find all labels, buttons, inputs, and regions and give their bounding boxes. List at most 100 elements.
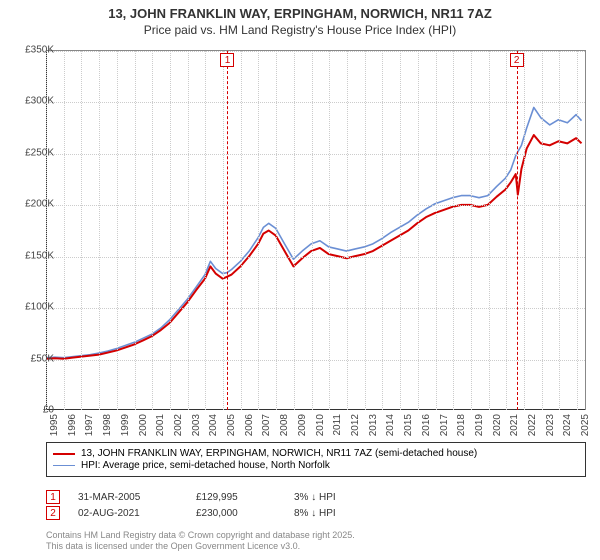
- grid-v: [418, 51, 419, 410]
- event-price: £129,995: [196, 492, 276, 503]
- grid-v: [64, 51, 65, 410]
- title-block: 13, JOHN FRANKLIN WAY, ERPINGHAM, NORWIC…: [0, 0, 600, 37]
- grid-v: [117, 51, 118, 410]
- legend-label: HPI: Average price, semi-detached house,…: [81, 460, 330, 471]
- footer-attribution: Contains HM Land Registry data © Crown c…: [46, 530, 586, 553]
- event-marker-badge: 2: [510, 53, 524, 67]
- grid-v: [188, 51, 189, 410]
- legend-label: 13, JOHN FRANKLIN WAY, ERPINGHAM, NORWIC…: [81, 448, 477, 459]
- x-tick-label: 2019: [474, 414, 485, 436]
- x-tick-label: 1996: [67, 414, 78, 436]
- grid-v: [542, 51, 543, 410]
- grid-h: [46, 102, 585, 103]
- grid-v: [382, 51, 383, 410]
- grid-v: [506, 51, 507, 410]
- x-tick-label: 2020: [492, 414, 503, 436]
- grid-v: [205, 51, 206, 410]
- grid-h: [46, 360, 585, 361]
- x-tick-label: 2018: [456, 414, 467, 436]
- y-tick-label: £200K: [25, 199, 54, 210]
- grid-v: [135, 51, 136, 410]
- footer-line2: This data is licensed under the Open Gov…: [46, 541, 586, 552]
- x-tick-label: 2015: [403, 414, 414, 436]
- x-tick-label: 2022: [527, 414, 538, 436]
- series-price_paid: [46, 135, 582, 359]
- y-tick-label: £50K: [31, 353, 54, 364]
- x-tick-label: 1997: [84, 414, 95, 436]
- grid-v: [559, 51, 560, 410]
- legend-swatch: [53, 453, 75, 455]
- grid-v: [489, 51, 490, 410]
- event-delta: 8% ↓ HPI: [294, 508, 336, 519]
- event-number-badge: 1: [46, 490, 60, 504]
- x-tick-label: 2007: [261, 414, 272, 436]
- y-tick-label: £300K: [25, 96, 54, 107]
- y-tick-label: £350K: [25, 45, 54, 56]
- grid-v: [170, 51, 171, 410]
- chart-container: 13, JOHN FRANKLIN WAY, ERPINGHAM, NORWIC…: [0, 0, 600, 560]
- grid-v: [524, 51, 525, 410]
- series-hpi: [46, 107, 582, 357]
- grid-v: [152, 51, 153, 410]
- event-number-badge: 2: [46, 506, 60, 520]
- grid-h: [46, 51, 585, 52]
- x-tick-label: 2002: [173, 414, 184, 436]
- grid-v: [329, 51, 330, 410]
- event-row: 1 31-MAR-2005 £129,995 3% ↓ HPI: [46, 490, 586, 504]
- x-tick-label: 2004: [208, 414, 219, 436]
- event-price: £230,000: [196, 508, 276, 519]
- x-tick-label: 2009: [297, 414, 308, 436]
- grid-v: [453, 51, 454, 410]
- event-row: 2 02-AUG-2021 £230,000 8% ↓ HPI: [46, 506, 586, 520]
- event-marker-line: [517, 51, 518, 410]
- x-tick-label: 2005: [226, 414, 237, 436]
- event-delta: 3% ↓ HPI: [294, 492, 336, 503]
- x-tick-label: 1995: [49, 414, 60, 436]
- x-tick-label: 2014: [385, 414, 396, 436]
- grid-h: [46, 154, 585, 155]
- grid-h: [46, 308, 585, 309]
- chart-lines: [46, 51, 585, 410]
- grid-v: [312, 51, 313, 410]
- chart-area: 12: [46, 50, 586, 410]
- x-tick-label: 2013: [368, 414, 379, 436]
- x-tick-label: 2008: [279, 414, 290, 436]
- x-tick-label: 2000: [138, 414, 149, 436]
- grid-h: [46, 205, 585, 206]
- y-tick-label: £100K: [25, 302, 54, 313]
- grid-v: [436, 51, 437, 410]
- grid-v: [99, 51, 100, 410]
- x-tick-label: 2016: [421, 414, 432, 436]
- grid-v: [241, 51, 242, 410]
- x-tick-label: 1998: [102, 414, 113, 436]
- footer-line1: Contains HM Land Registry data © Crown c…: [46, 530, 586, 541]
- grid-v: [294, 51, 295, 410]
- grid-v: [400, 51, 401, 410]
- x-tick-label: 2025: [580, 414, 591, 436]
- x-tick-label: 2012: [350, 414, 361, 436]
- title-address: 13, JOHN FRANKLIN WAY, ERPINGHAM, NORWIC…: [0, 6, 600, 21]
- grid-v: [223, 51, 224, 410]
- y-tick-label: £250K: [25, 147, 54, 158]
- title-subtitle: Price paid vs. HM Land Registry's House …: [0, 23, 600, 37]
- event-date: 31-MAR-2005: [78, 492, 178, 503]
- x-tick-label: 1999: [120, 414, 131, 436]
- grid-v: [365, 51, 366, 410]
- legend-row: 13, JOHN FRANKLIN WAY, ERPINGHAM, NORWIC…: [53, 448, 579, 459]
- x-tick-label: 2010: [315, 414, 326, 436]
- grid-v: [81, 51, 82, 410]
- grid-v: [276, 51, 277, 410]
- grid-v: [347, 51, 348, 410]
- event-marker-badge: 1: [220, 53, 234, 67]
- grid-h: [46, 257, 585, 258]
- x-tick-label: 2001: [155, 414, 166, 436]
- x-tick-label: 2024: [562, 414, 573, 436]
- legend-swatch: [53, 465, 75, 466]
- grid-v: [471, 51, 472, 410]
- event-date: 02-AUG-2021: [78, 508, 178, 519]
- x-tick-label: 2023: [545, 414, 556, 436]
- x-tick-label: 2021: [509, 414, 520, 436]
- events-table: 1 31-MAR-2005 £129,995 3% ↓ HPI 2 02-AUG-2021…: [46, 488, 586, 522]
- grid-v: [577, 51, 578, 410]
- x-tick-label: 2011: [332, 414, 343, 436]
